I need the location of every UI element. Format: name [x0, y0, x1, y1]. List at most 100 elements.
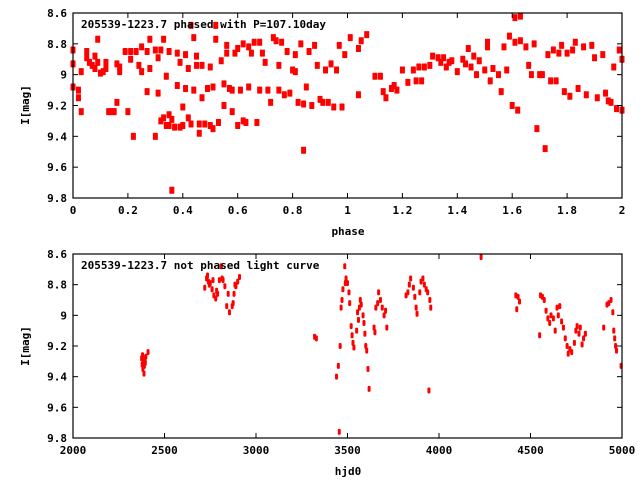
data-point: [314, 335, 318, 342]
data-point: [336, 41, 342, 49]
y-tick-label: 9: [60, 309, 67, 322]
data-point: [383, 94, 389, 102]
data-point: [484, 43, 490, 51]
data-point: [257, 86, 263, 94]
data-point: [166, 122, 172, 130]
data-point: [337, 428, 341, 435]
x-tick-label: 0.4: [173, 204, 193, 217]
data-point: [558, 303, 562, 310]
data-point: [185, 114, 191, 122]
data-point: [207, 63, 213, 71]
x-axis-label: hjd0: [335, 465, 362, 478]
data-point: [350, 332, 354, 339]
data-point: [188, 120, 194, 128]
data-point: [172, 123, 178, 131]
data-point: [515, 306, 519, 313]
data-point: [498, 88, 504, 96]
x-tick-label: 3000: [243, 444, 270, 457]
data-point: [416, 63, 422, 71]
data-point: [362, 320, 366, 326]
data-point: [512, 14, 518, 22]
data-point: [279, 38, 285, 46]
data-point: [574, 327, 578, 334]
x-tick-label: 1.4: [447, 204, 467, 217]
data-point: [312, 41, 318, 49]
data-point: [413, 77, 419, 85]
data-point: [378, 297, 382, 303]
data-point: [542, 297, 546, 303]
data-point: [237, 86, 243, 94]
data-point: [158, 46, 164, 54]
data-point: [548, 320, 552, 326]
data-point: [122, 48, 128, 56]
data-point: [556, 312, 560, 319]
data-point: [580, 341, 584, 348]
data-point: [223, 283, 227, 290]
data-point: [163, 72, 169, 80]
data-point: [161, 35, 167, 43]
data-point: [415, 310, 419, 317]
data-point: [373, 329, 377, 336]
data-point: [136, 61, 142, 69]
data-point: [465, 44, 471, 52]
data-point: [210, 125, 216, 133]
data-point: [169, 115, 175, 123]
y-tick-label: 8.6: [47, 7, 67, 20]
data-point: [380, 304, 384, 311]
data-point: [583, 91, 589, 99]
data-point: [377, 289, 381, 296]
data-point: [227, 309, 231, 316]
data-point: [166, 48, 172, 56]
data-point: [238, 274, 242, 280]
data-point: [615, 347, 619, 354]
data-point: [553, 77, 559, 85]
data-point: [139, 68, 145, 76]
data-point: [363, 330, 367, 337]
data-point: [243, 118, 249, 126]
data-point: [476, 57, 482, 65]
data-point: [575, 323, 579, 330]
data-point: [225, 303, 229, 310]
plot-title: 205539-1223.7 not phased light curve: [81, 259, 320, 272]
data-point: [254, 118, 260, 126]
data-point: [611, 63, 617, 71]
data-point: [180, 103, 186, 111]
data-point: [340, 297, 344, 303]
x-tick-label: 4000: [426, 444, 453, 457]
data-point: [545, 51, 551, 59]
x-tick-label: 2: [619, 204, 626, 217]
y-tick-label: 9.2: [47, 100, 67, 113]
data-point: [600, 51, 606, 59]
data-point: [177, 58, 183, 66]
data-point: [338, 343, 342, 349]
data-point: [214, 295, 218, 302]
data-point: [199, 61, 205, 69]
data-point: [295, 98, 301, 106]
data-point: [117, 63, 123, 71]
data-point: [366, 366, 370, 372]
data-point: [232, 290, 236, 297]
data-point: [224, 41, 230, 49]
data-point: [406, 289, 410, 296]
data-point: [358, 297, 362, 303]
data-point: [538, 332, 542, 339]
data-point: [139, 43, 145, 51]
data-point: [301, 100, 307, 108]
data-point: [561, 324, 565, 331]
x-tick-label: 1.2: [392, 204, 412, 217]
data-point: [216, 290, 220, 297]
data-point: [325, 98, 331, 106]
data-point: [365, 347, 369, 354]
data-point: [454, 68, 460, 76]
data-point: [382, 312, 386, 319]
data-point: [320, 98, 326, 106]
y-tick-label: 8.6: [47, 248, 67, 261]
data-point: [479, 254, 483, 261]
data-point: [528, 71, 534, 79]
data-point: [303, 83, 309, 91]
data-point: [203, 284, 207, 291]
data-point: [556, 49, 562, 57]
data-point: [128, 48, 134, 56]
data-point: [339, 304, 343, 311]
data-point: [518, 298, 522, 305]
